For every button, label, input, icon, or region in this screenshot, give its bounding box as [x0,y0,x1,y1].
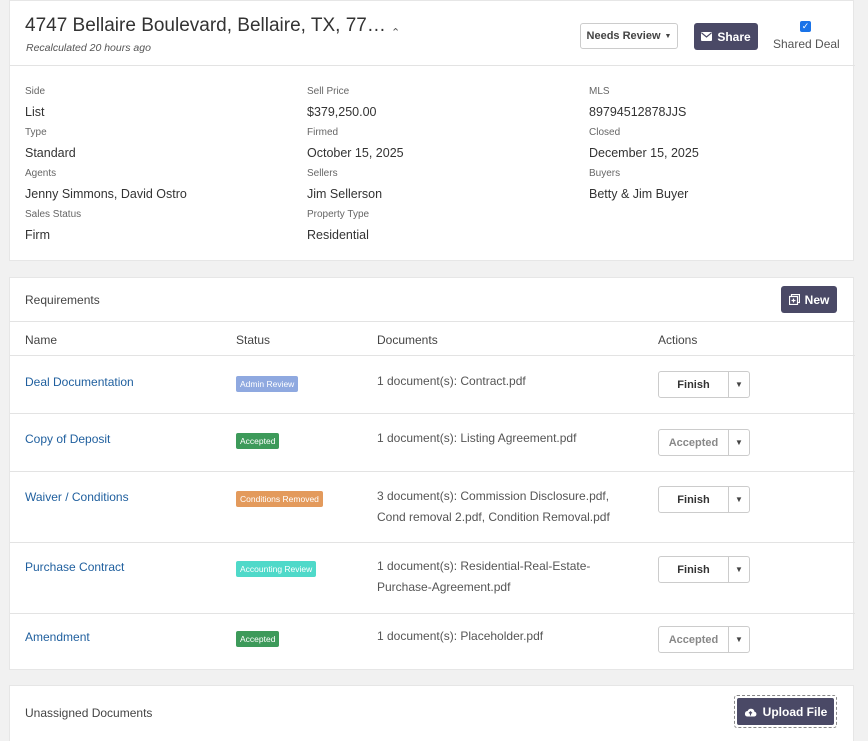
sellers-value: Jim Sellerson [307,187,383,201]
agents-value: Jenny Simmons, David Ostro [25,187,187,201]
closed-value: December 15, 2025 [589,146,699,160]
caret-down-icon[interactable]: ▼ [735,565,743,574]
property-type-value: Residential [307,228,369,242]
side-value: List [25,105,45,119]
divider [10,355,855,356]
share-label: Share [717,29,751,44]
divider [10,413,855,414]
status-badge: Accepted [236,433,280,449]
status-badge: Accepted [236,631,280,647]
column-header-actions: Actions [658,333,698,347]
deal-header: 4747 Bellaire Boulevard, Bellaire, TX, 7… [10,1,855,66]
table-row: Copy of Deposit Accepted 1 document(s): … [10,414,855,471]
requirement-name-link[interactable]: Copy of Deposit [25,432,111,446]
finish-button[interactable]: Finish [659,372,729,397]
finish-button[interactable]: Finish [659,557,729,582]
requirement-name-link[interactable]: Deal Documentation [25,375,134,389]
property-type-label: Property Type [307,209,370,220]
caret-down-icon[interactable]: ▼ [735,438,743,447]
sellers-label: Sellers [307,168,338,179]
caret-down-icon[interactable]: ▼ [735,635,743,644]
unassigned-documents-title: Unassigned Documents [25,706,153,720]
caret-down-icon[interactable]: ▼ [735,495,743,504]
firmed-label: Firmed [307,127,339,138]
caret-down-icon: ▼ [664,32,672,40]
sell-price-label: Sell Price [307,86,350,97]
documents-text: 3 document(s): Commission Disclosure.pdf… [377,486,610,528]
deal-address: 4747 Bellaire Boulevard, Bellaire, TX, 7… [25,15,386,36]
divider [10,542,855,543]
requirements-title: Requirements [25,293,100,307]
finish-button[interactable]: Finish [659,487,729,512]
new-requirement-button[interactable]: New [781,286,837,313]
mls-label: MLS [589,86,610,97]
divider [10,613,855,614]
collapse-chevron-icon[interactable]: ⌃ [391,27,401,39]
recalculated-text: Recalculated 20 hours ago [26,42,151,54]
type-value: Standard [25,146,76,160]
shared-deal-checkbox[interactable]: ✓ [800,21,811,32]
divider [10,321,855,322]
firmed-value: October 15, 2025 [307,146,404,160]
table-row: Deal Documentation Admin Review 1 docume… [10,356,855,413]
requirement-name-link[interactable]: Amendment [25,630,90,644]
requirements-card: Requirements New Name Status Documents A… [9,277,855,670]
requirement-name-link[interactable]: Purchase Contract [25,560,125,574]
action-split-button: Accepted ▼ [658,626,750,653]
documents-line: 1 document(s): Contract.pdf [377,374,526,388]
status-badge: Accounting Review [236,561,317,577]
action-split-button: Finish ▼ [658,371,750,398]
accepted-button[interactable]: Accepted [659,430,729,455]
column-header-status: Status [236,333,271,347]
unassigned-documents-card: Unassigned Documents Upload File [9,685,854,741]
documents-line: 1 document(s): Placeholder.pdf [377,629,544,643]
new-label: New [804,292,830,307]
documents-text: 1 document(s): Listing Agreement.pdf [377,428,576,449]
type-label: Type [25,127,47,138]
table-row: Waiver / Conditions Conditions Removed 3… [10,472,855,542]
documents-text: 1 document(s): Placeholder.pdf [377,626,543,647]
table-row: Amendment Accepted 1 document(s): Placeh… [10,614,855,670]
mls-value: 89794512878JJS [589,105,687,119]
closed-label: Closed [589,127,621,138]
documents-text: 1 document(s): Residential-Real-Estate- … [377,556,590,598]
caret-down-icon[interactable]: ▼ [735,380,743,389]
envelope-icon [701,32,713,41]
shared-deal-label: Shared Deal [773,37,840,51]
accepted-button[interactable]: Accepted [659,627,729,652]
sales-status-value: Firm [25,228,50,242]
action-split-button: Accepted ▼ [658,429,750,456]
column-header-name: Name [25,333,58,347]
sell-price-value: $379,250.00 [307,105,377,119]
add-copy-icon [788,294,800,305]
share-button[interactable]: Share [694,23,758,50]
sales-status-label: Sales Status [25,209,82,220]
documents-line: 3 document(s): Commission Disclosure.pdf… [377,489,610,503]
cloud-upload-icon [744,707,757,717]
requirement-name-link[interactable]: Waiver / Conditions [25,490,129,504]
table-row: Purchase Contract Accounting Review 1 do… [10,543,855,613]
upload-file-label: Upload File [762,704,828,719]
buyers-value: Betty & Jim Buyer [589,187,689,201]
side-label: Side [25,86,46,97]
column-header-documents: Documents [377,333,438,347]
buyers-label: Buyers [589,168,621,179]
documents-text: 1 document(s): Contract.pdf [377,371,526,392]
divider [10,471,855,472]
deal-card: 4747 Bellaire Boulevard, Bellaire, TX, 7… [9,0,855,261]
status-dropdown-button[interactable]: Needs Review ▼ [580,23,678,49]
upload-file-dropzone[interactable]: Upload File [734,695,837,728]
upload-file-button[interactable]: Upload File [737,698,834,725]
status-badge: Admin Review [236,376,299,392]
documents-line: Purchase-Agreement.pdf [377,580,511,594]
status-badge: Conditions Removed [236,491,323,507]
documents-line: Cond removal 2.pdf, Condition Removal.pd… [377,510,610,524]
documents-line: 1 document(s): Listing Agreement.pdf [377,431,577,445]
status-dropdown-label: Needs Review [586,30,661,42]
action-split-button: Finish ▼ [658,556,750,583]
agents-label: Agents [25,168,57,179]
action-split-button: Finish ▼ [658,486,750,513]
documents-line: 1 document(s): Residential-Real-Estate- [377,559,591,573]
